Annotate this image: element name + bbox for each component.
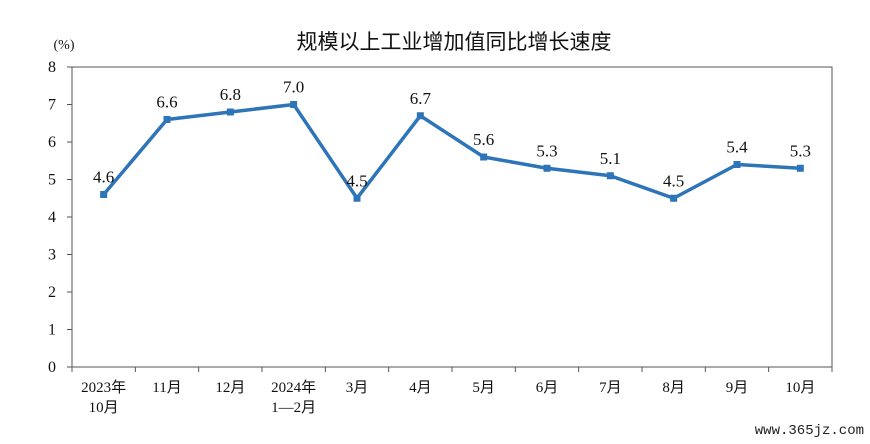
x-tick-label: 2023年 [81, 379, 126, 396]
data-label: 6.7 [410, 89, 432, 108]
y-tick-label: 4 [48, 209, 56, 226]
data-point [416, 112, 424, 120]
y-tick-label: 5 [48, 172, 56, 189]
data-point [670, 194, 678, 202]
x-tick-label: 3月 [346, 380, 369, 396]
data-label: 4.5 [663, 171, 684, 190]
data-point [543, 164, 551, 172]
y-tick-label: 0 [48, 359, 56, 376]
data-label: 5.1 [600, 149, 621, 168]
x-tick-label: 9月 [726, 380, 749, 396]
x-tick-label: 10月 [89, 400, 119, 416]
x-tick-label: 4月 [409, 380, 432, 396]
data-point [353, 194, 361, 202]
data-label: 6.8 [220, 85, 241, 104]
x-tick-label: 5月 [472, 380, 495, 396]
data-point [290, 101, 298, 108]
series-group: 4.6 6.6 6.8 7.0 4.5 6.7 5.6 5.3 5.1 4.5 5.4 5.3 [93, 78, 811, 202]
data-point [606, 172, 614, 180]
y-tick-label: 1 [48, 322, 56, 339]
y-tick-label: 8 [48, 59, 56, 76]
data-point [100, 191, 108, 198]
data-point [480, 153, 488, 161]
data-point [796, 164, 804, 172]
y-tick-label: 7 [48, 97, 56, 114]
x-tick-label: 6月 [536, 380, 559, 396]
y-tick-label: 6 [48, 134, 56, 151]
data-label: 5.3 [536, 141, 557, 160]
y-axis: 0 1 2 3 4 5 6 7 8 [48, 59, 72, 376]
x-tick-label: 11月 [152, 380, 181, 396]
data-label: 5.4 [726, 138, 748, 157]
data-label: 5.3 [790, 141, 811, 160]
x-tick-label: 2024年 [271, 379, 316, 396]
x-axis: 2023年 10月 11月 12月 2024年 1—2月 3月 4月 5月 6月 7月 8月 9月 10月 [71, 367, 833, 416]
data-label: 5.6 [473, 130, 494, 149]
chart-title: 规模以上工业增加值同比增长速度 [297, 30, 612, 54]
data-point [163, 116, 171, 123]
y-tick-label: 2 [48, 284, 56, 301]
data-label: 7.0 [283, 78, 304, 97]
series-line [102, 102, 801, 200]
x-tick-label: 10月 [785, 380, 815, 396]
data-point [733, 161, 741, 168]
data-label: 6.6 [156, 93, 177, 112]
x-tick-label: 7月 [599, 380, 622, 396]
y-axis-unit: (%) [54, 38, 75, 53]
x-tick-label: 12月 [215, 380, 245, 396]
y-tick-label: 3 [48, 247, 56, 264]
plot-area [71, 66, 833, 368]
x-tick-label: 1—2月 [271, 400, 316, 416]
data-label: 4.6 [93, 168, 114, 187]
data-point [226, 108, 234, 116]
watermark: www.365jz.com [755, 423, 864, 439]
data-label: 4.5 [346, 171, 367, 190]
x-tick-label: 8月 [662, 380, 685, 396]
